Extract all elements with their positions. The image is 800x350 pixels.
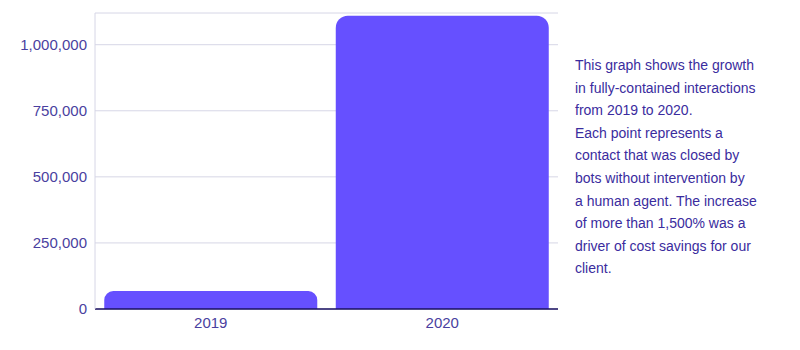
svg-text:750,000: 750,000	[33, 102, 87, 119]
svg-text:250,000: 250,000	[33, 234, 87, 251]
html-text:Each point represents a: Each point represents a	[575, 124, 723, 141]
svg-text:1,000,000: 1,000,000	[20, 36, 87, 53]
html-text:of more than 1,500% was a: of more than 1,500% was a	[575, 215, 746, 232]
svg-text:500,000: 500,000	[33, 168, 87, 185]
html-text:driver of cost savings for our: driver of cost savings for our	[575, 237, 751, 254]
html-text:contact that was closed by: contact that was closed by	[575, 147, 740, 164]
html-text:from 2019 to 2020.: from 2019 to 2020.	[575, 102, 693, 119]
html-text:client.: client.	[575, 260, 612, 277]
html-text:This graph shows the growth: This graph shows the growth	[575, 57, 754, 73]
html-text:bots without intervention by: bots without intervention by	[575, 170, 745, 186]
svg-text:2020: 2020	[426, 314, 459, 331]
html-text:a human agent. The increase: a human agent. The increase	[575, 192, 757, 209]
svg-text:0: 0	[79, 300, 87, 317]
svg-text:2019: 2019	[194, 314, 227, 331]
html-text:in fully-contained interaction: in fully-contained interactions	[575, 79, 756, 96]
